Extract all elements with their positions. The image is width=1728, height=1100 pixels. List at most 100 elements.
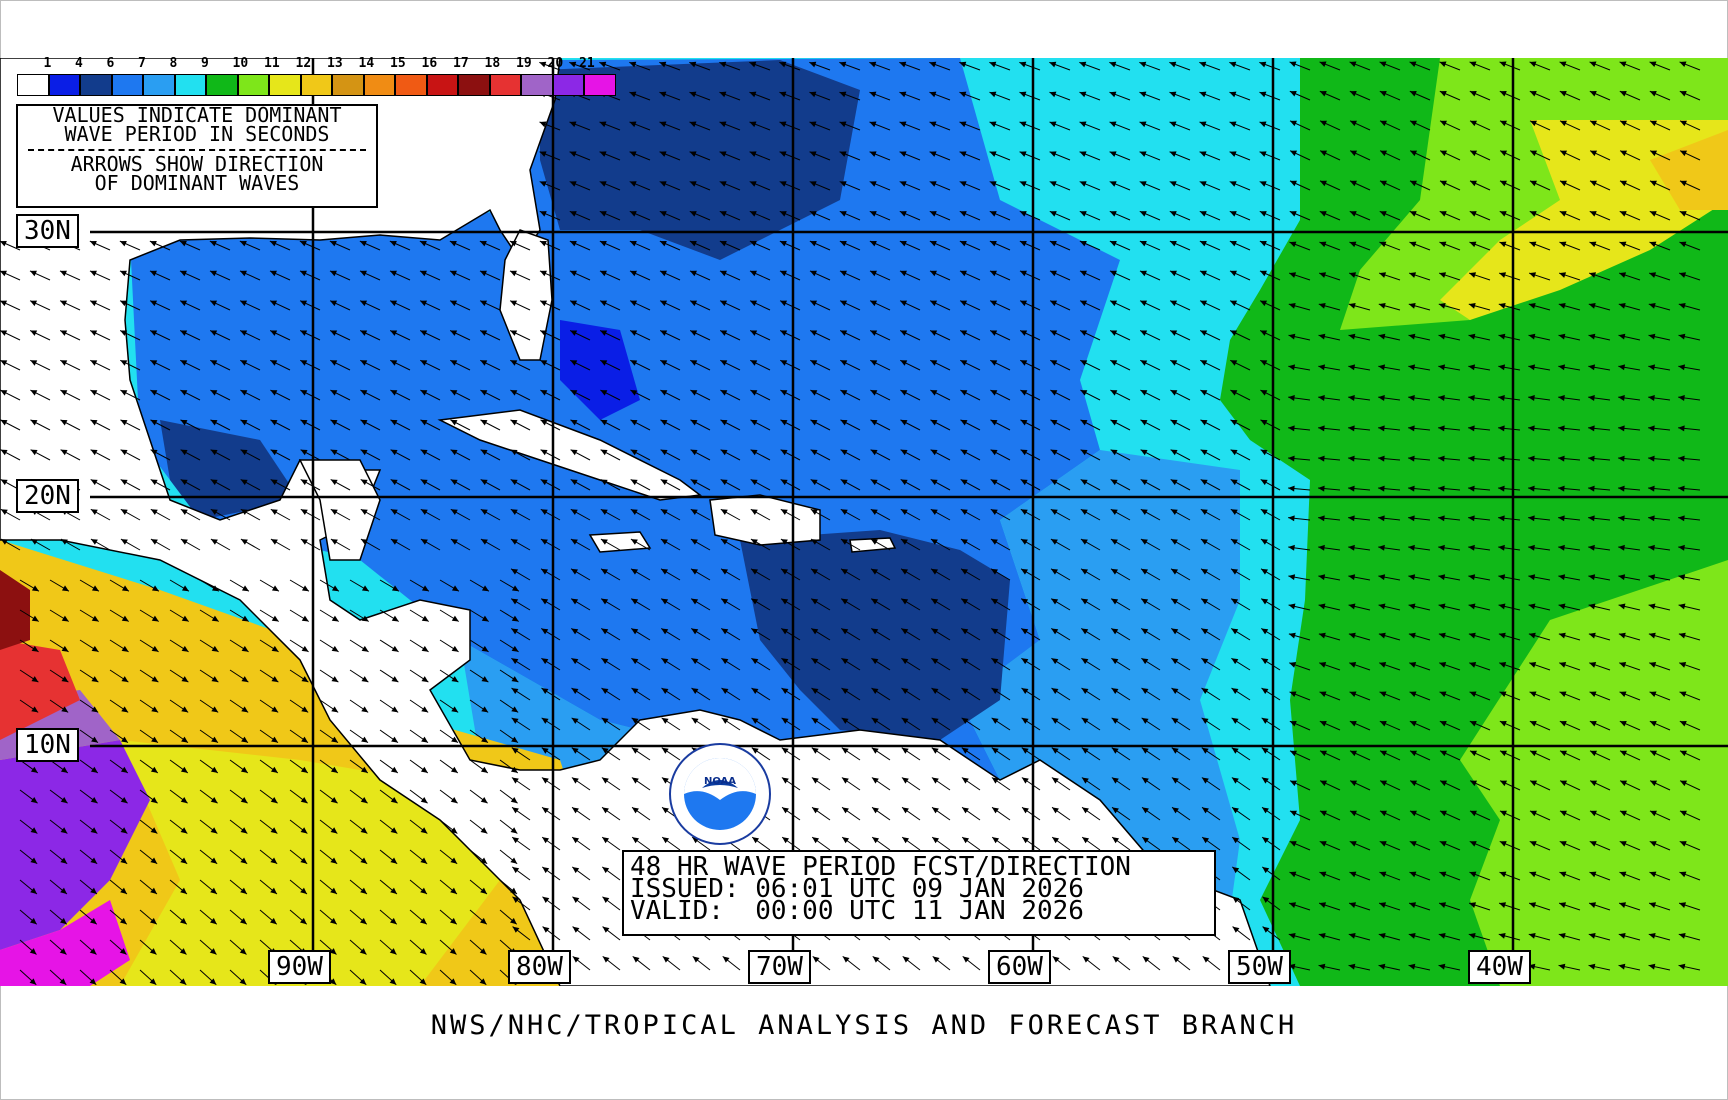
color-swatch xyxy=(237,74,269,96)
arrow-head xyxy=(1262,896,1270,903)
arrow-head xyxy=(631,628,639,635)
arrow-head xyxy=(1588,544,1595,551)
arrow-head xyxy=(959,151,967,157)
arrow-head xyxy=(241,736,248,743)
arrow-head xyxy=(300,390,308,396)
arrow-head xyxy=(1438,515,1445,522)
arrow-head xyxy=(1081,777,1089,784)
arrow-head xyxy=(1052,807,1059,814)
arrow-head xyxy=(61,706,69,713)
arrow-head xyxy=(1529,721,1537,727)
arrow-head xyxy=(1261,628,1269,635)
arrow-head xyxy=(299,240,307,247)
arrow-head xyxy=(1170,300,1178,307)
arrow-head xyxy=(420,390,428,396)
arrow-head xyxy=(750,419,758,426)
arrow-head xyxy=(1288,395,1295,401)
arrow-head xyxy=(1169,121,1177,128)
arrow-head xyxy=(391,706,399,713)
arrow-head xyxy=(569,151,577,157)
arrow-head xyxy=(1231,658,1239,665)
arrow-head xyxy=(361,615,369,622)
arrow-head xyxy=(720,539,728,545)
arrow-head xyxy=(119,978,127,985)
arrow-head xyxy=(1052,956,1060,963)
arrow-head xyxy=(1589,902,1597,908)
arrow-head xyxy=(1680,750,1688,757)
arrow-head xyxy=(810,479,818,486)
arrow-head xyxy=(1648,544,1655,551)
arrow-head xyxy=(1649,662,1657,668)
arrow-head xyxy=(1469,810,1477,817)
arrow-head xyxy=(1019,270,1027,277)
arrow-head xyxy=(750,300,758,307)
arrow-head xyxy=(839,270,847,277)
arrow-head xyxy=(1200,360,1208,366)
arrow-head xyxy=(390,857,398,864)
arrow-head xyxy=(271,615,279,622)
arrow-head xyxy=(1530,150,1538,157)
arrow-head xyxy=(300,797,308,804)
arrow-head xyxy=(89,240,97,247)
arrow-head xyxy=(1318,632,1326,639)
arrow-head xyxy=(421,706,429,713)
arrow-head xyxy=(1620,780,1628,787)
arrow-head xyxy=(451,736,458,743)
arrow-head xyxy=(1408,485,1415,492)
arrow-head xyxy=(780,300,788,307)
arrow-head xyxy=(1289,272,1297,278)
arrow-head xyxy=(572,896,580,903)
arrow-head xyxy=(1558,302,1566,309)
lat-label-30n: 30N xyxy=(16,214,79,248)
arrow-head xyxy=(601,628,609,635)
arrow-head xyxy=(1470,750,1478,757)
arrow-head xyxy=(391,615,399,622)
color-swatch xyxy=(584,74,616,96)
arrow-head xyxy=(1139,91,1147,98)
arrow-head xyxy=(1019,240,1027,247)
arrow-head xyxy=(902,837,910,844)
arrow-head xyxy=(389,270,397,277)
arrow-head xyxy=(210,419,218,426)
arrow-head xyxy=(1019,181,1027,187)
arrow-head xyxy=(1289,91,1297,97)
arrow-head xyxy=(270,827,278,834)
scale-label: 20 xyxy=(547,56,564,71)
arrow-head xyxy=(61,676,69,683)
arrow-head xyxy=(1678,632,1686,639)
arrow-head xyxy=(269,270,277,277)
arrow-head xyxy=(1081,598,1089,605)
arrow-head xyxy=(569,61,577,68)
arrow-head xyxy=(0,300,8,307)
arrow-head xyxy=(931,598,939,605)
arrow-head xyxy=(809,270,817,277)
arrow-head xyxy=(1140,419,1148,426)
arrow-head xyxy=(1139,181,1147,187)
info-title: 48 HR WAVE PERIOD FCST/DIRECTION xyxy=(630,852,1131,882)
arrow-head xyxy=(511,585,519,592)
arrow-head xyxy=(1558,364,1566,371)
arrow-head xyxy=(572,926,580,933)
arrow-head xyxy=(1588,302,1596,309)
arrow-head xyxy=(569,121,577,128)
arrow-head xyxy=(870,330,878,336)
arrow-head xyxy=(61,585,69,592)
arrow-head xyxy=(1230,449,1238,456)
arrow-head xyxy=(480,300,488,307)
arrow-head xyxy=(450,509,458,515)
arrow-head xyxy=(932,807,939,814)
arrow-head xyxy=(360,449,368,456)
arrow-head xyxy=(900,419,908,426)
arrow-head xyxy=(811,598,819,605)
arrow-head xyxy=(510,479,518,486)
arrow-head xyxy=(722,956,730,963)
color-swatch xyxy=(174,74,206,96)
arrow-head xyxy=(121,706,129,713)
arrow-head xyxy=(720,390,728,396)
arrow-head xyxy=(781,628,789,635)
arrow-head xyxy=(1439,841,1447,847)
arrow-head xyxy=(541,658,549,665)
legend-box: VALUES INDICATE DOMINANT WAVE PERIOD IN … xyxy=(16,104,378,208)
arrow-head xyxy=(1201,688,1209,695)
arrow-head xyxy=(1109,61,1117,68)
